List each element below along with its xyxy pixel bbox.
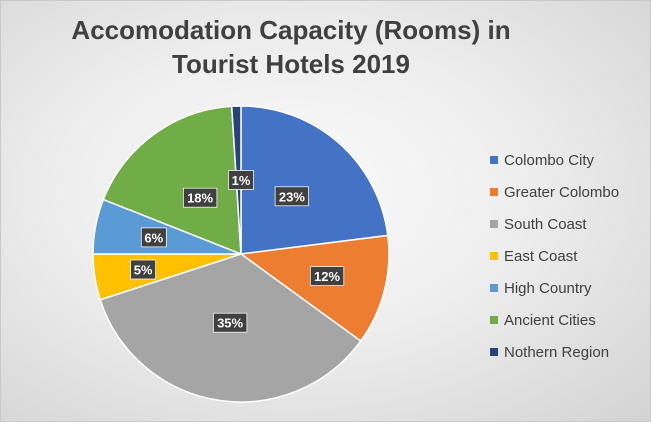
legend-item-high-country: High Country — [490, 272, 619, 304]
data-label-text: 1% — [232, 173, 251, 188]
data-label-box — [274, 186, 309, 207]
data-label-text: 12% — [314, 269, 340, 284]
legend-item-colombo-city: Colombo City — [490, 144, 619, 176]
data-label-greater-colombo: 12% — [309, 266, 345, 286]
data-label-box — [130, 259, 156, 280]
legend-label: Ancient Cities — [504, 311, 596, 329]
chart-title-line-1: Accomodation Capacity (Rooms) in — [71, 15, 511, 45]
data-label-text: 6% — [144, 230, 163, 245]
data-label-east-coast: 5% — [130, 259, 156, 280]
legend-item-nothern-region: Nothern Region — [490, 336, 619, 368]
data-label-colombo-city: 23% — [274, 186, 309, 207]
legend-item-greater-colombo: Greater Colombo — [490, 176, 619, 208]
pie-slice-colombo-city — [240, 105, 389, 255]
data-label-text: 5% — [134, 263, 153, 278]
data-label-nothern-region: 1% — [228, 170, 254, 190]
chart-legend: Colombo City Greater Colombo South Coast Ea… — [490, 144, 619, 368]
data-label-text: 18% — [187, 191, 213, 206]
data-label-box — [140, 227, 167, 248]
legend-label: Greater Colombo — [504, 183, 620, 201]
legend-item-east-coast: East Coast — [490, 240, 619, 272]
legend-swatch — [490, 284, 498, 292]
legend-label: South Coast — [504, 215, 587, 233]
legend-label: Nothern Region — [504, 343, 610, 361]
pie-slice-ancient-cities — [102, 105, 242, 256]
data-label-text: 35% — [217, 316, 243, 331]
legend-label: East Coast — [504, 247, 578, 265]
legend-item-ancient-cities: Ancient Cities — [490, 304, 619, 336]
legend-swatch — [490, 188, 498, 196]
data-label-box — [309, 266, 345, 286]
data-label-box — [228, 170, 254, 190]
legend-swatch — [490, 156, 498, 164]
data-label-high-country: 6% — [140, 227, 167, 248]
legend-swatch — [490, 348, 498, 356]
data-label-ancient-cities: 18% — [183, 187, 218, 208]
legend-label: High Country — [504, 279, 592, 297]
chart-title: Accomodation Capacity (Rooms) in Tourist… — [21, 13, 561, 81]
data-label-box — [183, 187, 218, 208]
pie-slice-greater-colombo — [239, 234, 390, 343]
data-label-text: 23% — [279, 189, 305, 204]
chart-title-line-2: Tourist Hotels 2019 — [172, 49, 410, 79]
legend-item-south-coast: South Coast — [490, 208, 619, 240]
legend-swatch — [490, 316, 498, 324]
data-label-box — [213, 312, 248, 333]
legend-swatch — [490, 252, 498, 260]
legend-swatch — [490, 220, 498, 228]
legend-label: Colombo City — [504, 151, 595, 169]
data-label-south-coast: 35% — [213, 312, 248, 333]
